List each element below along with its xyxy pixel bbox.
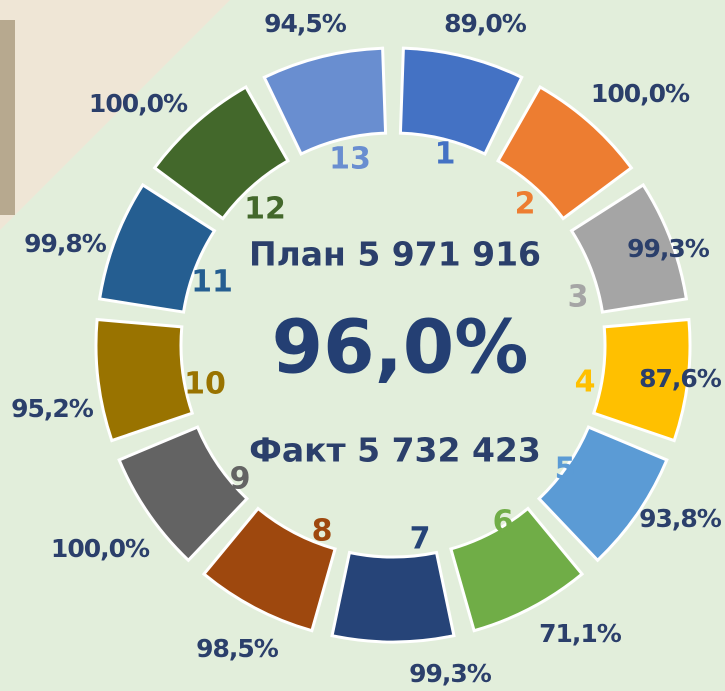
segment-number: 2 (515, 187, 536, 222)
segment-number: 8 (312, 514, 333, 549)
segment-number: 7 (410, 522, 431, 557)
value-label: 100,0% (591, 79, 690, 108)
value-label: 99,3% (409, 659, 492, 688)
decoration (0, 20, 15, 215)
value-label: 95,2% (11, 394, 94, 423)
segment-number: 4 (575, 365, 596, 400)
segment-number: 5 (555, 452, 576, 487)
fact-label: Факт 5 732 423 (249, 431, 541, 470)
plan-label: План 5 971 916 (249, 235, 541, 274)
value-label: 99,8% (24, 229, 107, 258)
page: План 5 971 916 96,0% Факт 5 732 423 1 89,… (0, 0, 725, 691)
segment-number: 9 (230, 462, 251, 497)
segment-number: 3 (568, 280, 589, 315)
value-label: 89,0% (444, 9, 527, 38)
value-label: 100,0% (89, 89, 188, 118)
center-value: 96,0% (272, 305, 529, 391)
value-label: 100,0% (51, 534, 150, 563)
value-label: 98,5% (196, 634, 279, 663)
value-label: 94,5% (264, 9, 347, 38)
chart: План 5 971 916 96,0% Факт 5 732 423 1 89,… (0, 0, 725, 691)
segment-number: 11 (191, 265, 233, 300)
value-label: 87,6% (639, 364, 722, 393)
segment-number: 1 (435, 137, 456, 172)
segment (332, 552, 454, 642)
value-label: 71,1% (539, 619, 622, 648)
value-label: 99,3% (627, 234, 710, 263)
segment-number: 13 (329, 142, 371, 177)
value-label: 93,8% (639, 504, 722, 533)
segment-number: 6 (493, 505, 514, 540)
segment-number: 10 (184, 367, 226, 402)
segment-number: 12 (244, 192, 286, 227)
